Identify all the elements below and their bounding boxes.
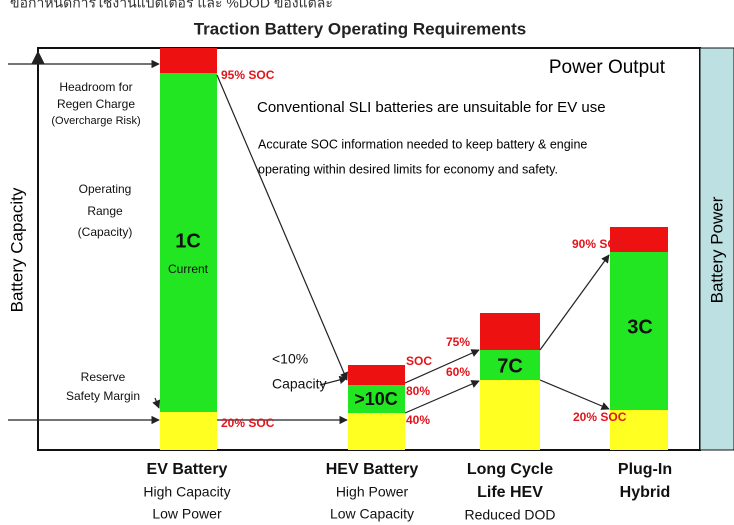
bar-name: Long Cycle: [467, 461, 553, 478]
level-label: 40%: [406, 413, 430, 427]
bar-name: Plug-In: [618, 461, 672, 478]
right-label: Battery Power: [707, 196, 726, 303]
y-axis-label: Battery Capacity: [7, 187, 26, 312]
bar-yellow: [160, 412, 217, 450]
annotation: Safety Margin: [66, 389, 140, 403]
note: Conventional SLI batteries are unsuitabl…: [257, 99, 606, 116]
bar-desc: Reduced DOD: [464, 507, 555, 523]
bar-desc: High Power: [336, 484, 409, 500]
annotation: (Capacity): [78, 225, 133, 239]
annotation: (Overcharge Risk): [51, 115, 140, 127]
arrow: [152, 397, 161, 409]
arrow: [404, 349, 480, 384]
arrow: [539, 379, 610, 410]
bar-green: [610, 252, 668, 410]
arrow: [319, 375, 348, 386]
annotation: Headroom for: [59, 80, 132, 94]
bar-red: [160, 48, 217, 73]
annotation: <10%: [272, 351, 308, 367]
note: operating within desired limits for econ…: [258, 162, 558, 176]
bar-yellow: [480, 380, 540, 450]
header: ข้อกำหนดการใช้งานแบตเตอรี่ และ %DOD ของแ…: [10, 0, 333, 11]
bar-name: HEV Battery: [326, 461, 419, 478]
bar-red: [348, 365, 405, 385]
bar-name: EV Battery: [147, 461, 228, 478]
bar-green: [480, 350, 540, 380]
annotation: Operating: [79, 182, 132, 196]
power-panel: [699, 47, 734, 451]
bar-name: Life HEV: [477, 484, 543, 501]
rate: >10C: [354, 389, 398, 409]
rate-note: Current: [168, 262, 209, 276]
power-output: Power Output: [549, 57, 666, 78]
bar-green: [348, 385, 405, 413]
arrow: [539, 254, 610, 351]
level-label: 95% SOC: [221, 68, 275, 82]
level-label: 80%: [406, 384, 430, 398]
bar-green: [160, 73, 217, 412]
level-label: 75%: [446, 335, 470, 349]
rate: 7C: [497, 355, 523, 377]
arrow: [404, 380, 480, 414]
rate: 3C: [627, 316, 653, 338]
title: Traction Battery Operating Requirements: [194, 19, 527, 38]
bar-red: [480, 313, 540, 350]
bar-yellow: [348, 413, 405, 450]
level-label: 20% SOC: [221, 416, 275, 430]
level-label: 90% SOC: [572, 237, 626, 251]
bar-red: [610, 227, 668, 252]
bar-desc: Low Capacity: [330, 506, 414, 522]
annotation: Capacity: [272, 376, 326, 392]
level-label: 60%: [446, 365, 470, 379]
bar-desc: High Capacity: [143, 484, 230, 500]
note: Accurate SOC information needed to keep …: [258, 137, 587, 151]
level-label: 20% SOC: [573, 410, 627, 424]
bar-name: Hybrid: [620, 484, 671, 501]
bar-desc: Low Power: [152, 506, 222, 522]
rate: 1C: [175, 230, 201, 252]
arrow: [216, 74, 348, 381]
bar-yellow: [610, 410, 668, 450]
annotation: Reserve: [81, 370, 126, 384]
annotation: Regen Charge: [57, 97, 135, 111]
annotation: Range: [87, 204, 123, 218]
level-label: SOC: [406, 354, 432, 368]
